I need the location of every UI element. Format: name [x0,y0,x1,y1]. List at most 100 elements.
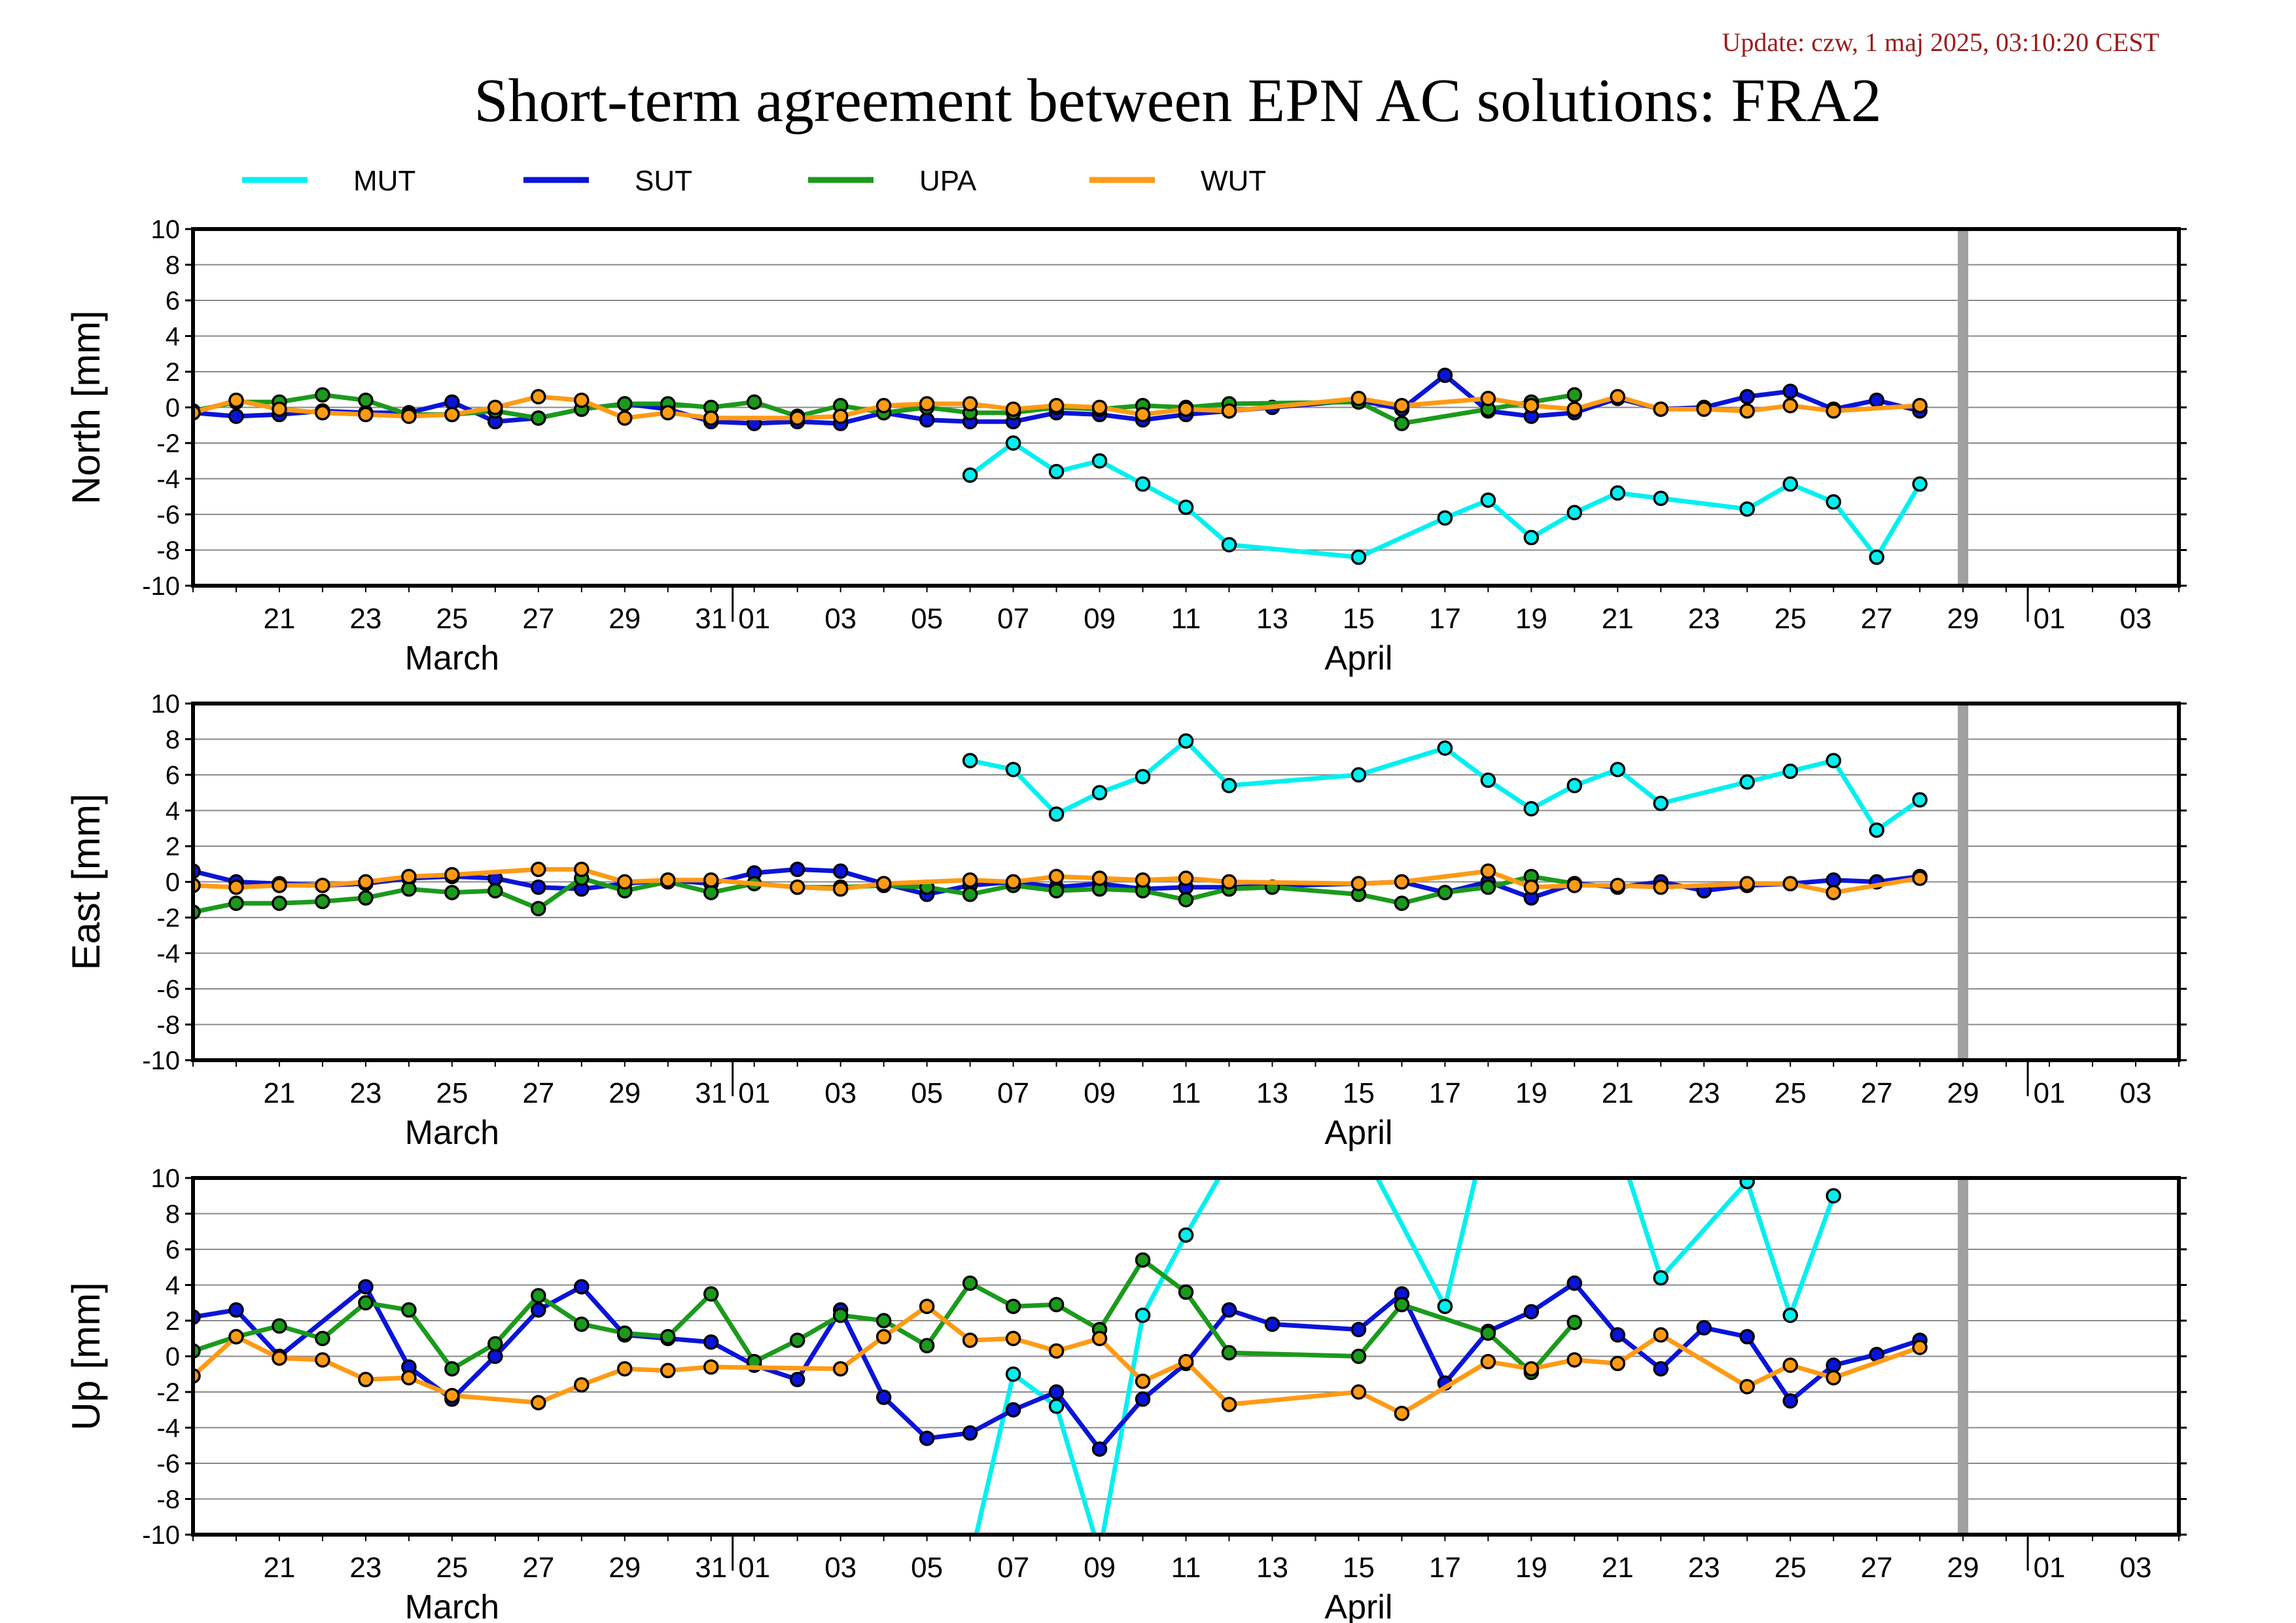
data-point [487,883,503,899]
data-point [531,879,546,895]
data-point [919,1338,935,1353]
data-point [1221,537,1237,553]
x-tick-label: 01 [738,1552,770,1584]
data-point [1912,476,1928,492]
x-tick-label: 03 [824,603,857,635]
data-point [789,1372,805,1387]
legend-item-upa: UPA [808,165,977,197]
data-point [1351,549,1367,565]
data-point [703,1286,719,1302]
x-tick-label: 03 [2120,603,2152,635]
x-tick-label: 19 [1515,1077,1547,1109]
data-point [1739,774,1755,790]
data-point [228,1302,244,1318]
data-point [1523,801,1540,817]
panel-north: -10 -8 -6 -4 -2 0 2 4 6 8 10 21 23 25 27 29 31 01 03 05 07 09… [64,215,2187,677]
data-point [919,396,935,412]
data-point [1221,403,1237,419]
data-point [1437,885,1453,901]
y-tick-label: -10 [142,1046,180,1075]
data-point [875,1313,892,1329]
data-point [1221,874,1237,890]
data-point [1566,387,1583,403]
x-tick-label: 27 [1861,603,1893,635]
data-point [1091,785,1108,800]
x-tick-label: 21 [1602,1077,1634,1109]
x-tick-label: 27 [522,1552,554,1584]
series-wut [193,861,1928,901]
data-point [875,1389,892,1405]
x-tick-label: 29 [609,603,641,635]
data-point [962,396,978,412]
data-point [617,396,633,412]
data-point [1135,476,1151,492]
x-tick-label: 09 [1084,1552,1116,1584]
y-tick-label: -10 [142,1521,180,1550]
data-point [444,885,460,901]
data-point [789,861,805,878]
y-tick-label: 2 [166,832,180,861]
data-point [1135,406,1151,423]
data-point [1005,762,1021,777]
data-point [1221,1345,1237,1361]
data-point [1135,768,1151,785]
y-tick-label: 6 [166,287,180,315]
data-point [875,398,892,414]
data-point [789,1332,805,1348]
x-tick-label: 31 [695,1077,727,1109]
data-point [1826,494,1841,510]
data-point [444,1387,460,1404]
data-point [1610,1327,1626,1343]
x-tick-label: 01 [2034,1077,2066,1109]
data-point [962,1425,978,1441]
series-mut [962,733,1928,838]
data-point [1653,1270,1669,1286]
data-point [1351,1384,1367,1400]
data-point [1480,863,1496,879]
series-mut [962,435,1928,565]
x-tick-label: 31 [695,1552,727,1584]
data-point [1394,416,1410,431]
data-point [574,861,590,878]
data-point [1826,753,1841,768]
data-point [1437,510,1453,526]
data-point [962,872,978,888]
data-point [358,890,374,906]
month-label: March [405,1114,499,1152]
data-point [703,885,719,901]
legend-label: MUT [353,165,415,197]
data-point [660,1329,676,1345]
data-point [660,404,676,421]
data-point [228,895,244,911]
y-tick-label: 8 [166,1200,180,1229]
y-tick-label: -10 [142,572,180,601]
data-point [1739,1178,1755,1190]
data-point [660,1363,676,1379]
data-point [1005,435,1021,451]
x-tick-label: 03 [824,1552,857,1584]
x-tick-label: 01 [738,603,770,635]
data-point [1480,492,1496,508]
data-point [1351,1321,1367,1338]
data-point [660,872,676,888]
data-point [1048,1399,1065,1414]
data-point [1394,1296,1410,1313]
data-point [1480,1325,1496,1341]
data-point [1912,398,1928,414]
data-point [703,410,719,426]
data-point [1437,1298,1453,1314]
data-point [1869,392,1884,408]
data-point [1523,398,1540,414]
x-tick-label: 01 [2034,1552,2066,1584]
data-point [315,387,330,403]
panels: -10 -8 -6 -4 -2 0 2 4 6 8 10 21 23 25 27 29 31 01 03 05 07 09… [64,215,2187,1623]
data-point [1437,367,1453,383]
x-tick-label: 25 [1775,1552,1807,1584]
data-point [228,1329,244,1345]
x-tick-label: 01 [738,1077,770,1109]
y-tick-label: 0 [166,394,180,423]
data-point [1566,777,1583,794]
data-point [1135,1373,1151,1389]
data-point [1610,1355,1626,1372]
data-point [1782,1357,1798,1373]
